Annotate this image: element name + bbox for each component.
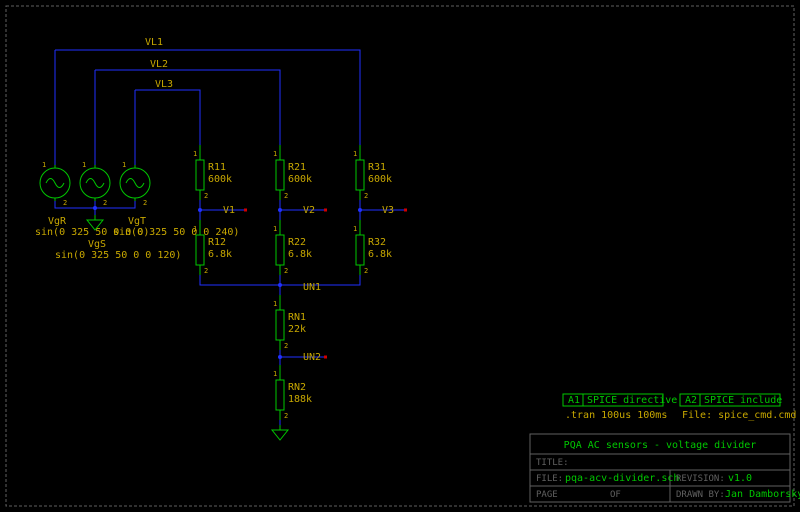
resistor-name: RN1 — [288, 312, 306, 323]
svg-text:1: 1 — [42, 161, 46, 169]
spice-A1: A1 SPICE directive .tran 100us 100ms — [563, 394, 677, 421]
resistor-value: 6.8k — [288, 249, 312, 260]
netlabel-UN1: UN1 — [303, 282, 321, 293]
resistor-R21: 1 2 R21600k — [273, 145, 312, 200]
drawnby-value: Jan Damborsky — [725, 489, 800, 500]
svg-text:A2: A2 — [685, 395, 697, 406]
svg-text:1: 1 — [273, 150, 277, 158]
file-label: TITLE: — [536, 458, 569, 468]
resistor-value: 600k — [208, 174, 232, 185]
resistor-value: 188k — [288, 394, 312, 405]
resistor-R22: 1 2 R226.8k — [273, 220, 312, 275]
resistor-name: R12 — [208, 237, 226, 248]
svg-text:OF: OF — [610, 490, 621, 500]
svg-text:1: 1 — [273, 225, 277, 233]
resistor-RN1: 1 2 RN122k — [273, 295, 306, 350]
nc-markers — [244, 209, 407, 359]
svg-text:2: 2 — [364, 192, 368, 200]
netlabel-V3: V3 — [382, 205, 394, 216]
resistor-name: R21 — [288, 162, 306, 173]
svg-text:1: 1 — [193, 150, 197, 158]
resistor-RN2: 1 2 RN2188k — [273, 365, 312, 420]
title-block: PQA AC sensors - voltage divider TITLE: … — [530, 434, 800, 502]
resistor-value: 600k — [288, 174, 312, 185]
title-text: PQA AC sensors - voltage divider — [564, 440, 757, 451]
resistor-name: R32 — [368, 237, 386, 248]
svg-text:2: 2 — [284, 267, 288, 275]
netlabel-UN2: UN2 — [303, 352, 321, 363]
revision-value: v1.0 — [728, 473, 752, 484]
resistor-name: R11 — [208, 162, 226, 173]
svg-text:1: 1 — [273, 370, 277, 378]
resistor-name: R31 — [368, 162, 386, 173]
resistor-R31: 1 2 R31600k — [353, 145, 392, 200]
vsource-name: VgS — [88, 239, 106, 250]
svg-text:SPICE directive: SPICE directive — [587, 395, 677, 406]
svg-text:File: spice_cmd.cmd: File: spice_cmd.cmd — [682, 410, 796, 421]
svg-text:1: 1 — [353, 225, 357, 233]
svg-text:2: 2 — [204, 267, 208, 275]
file-value: pqa-acv-divider.sch — [565, 473, 679, 484]
vsource-name: VgR — [48, 216, 67, 227]
svg-text:SPICE include: SPICE include — [704, 395, 782, 406]
resistor-R32: 1 2 R326.8k — [353, 220, 392, 275]
resistor-R11: 1 2 R11600k — [193, 145, 232, 200]
schematic-canvas: 12VgRsin(0 325 50 0 0 0)12VgSsin(0 325 5… — [0, 0, 800, 512]
resistor-value: 6.8k — [368, 249, 392, 260]
svg-text:2: 2 — [204, 192, 208, 200]
svg-text:FILE:: FILE: — [536, 474, 563, 484]
resistor-name: R22 — [288, 237, 306, 248]
svg-text:PAGE: PAGE — [536, 490, 558, 500]
svg-text:1: 1 — [273, 300, 277, 308]
resistor-value: 600k — [368, 174, 392, 185]
svg-text:1: 1 — [82, 161, 86, 169]
svg-text:1: 1 — [353, 150, 357, 158]
resistor-name: RN2 — [288, 382, 306, 393]
vsource-name: VgT — [128, 216, 146, 227]
svg-text:2: 2 — [103, 199, 107, 207]
vsource-param: sin(0 325 50 0 0 120) — [55, 250, 181, 261]
svg-text:A1: A1 — [568, 395, 580, 406]
net-labels: VL1 VL2 VL3 V1 V2 V3 UN1 UN2 — [145, 37, 394, 363]
spice-A2: A2 SPICE include File: spice_cmd.cmd — [680, 394, 796, 421]
svg-text:2: 2 — [284, 342, 288, 350]
spice-annotations: A1 SPICE directive .tran 100us 100ms A2 SPIC… — [563, 394, 796, 421]
svg-text:.tran 100us 100ms: .tran 100us 100ms — [565, 410, 667, 421]
netlabel-VL3: VL3 — [155, 79, 173, 90]
svg-text:2: 2 — [63, 199, 67, 207]
svg-text:1: 1 — [122, 161, 126, 169]
netlabel-VL1: VL1 — [145, 37, 163, 48]
resistor-value: 6.8k — [208, 249, 232, 260]
svg-text:2: 2 — [143, 199, 147, 207]
netlabel-VL2: VL2 — [150, 59, 168, 70]
svg-text:1: 1 — [193, 225, 197, 233]
netlabel-V1: V1 — [223, 205, 235, 216]
svg-text:DRAWN BY:: DRAWN BY: — [676, 490, 725, 500]
svg-text:2: 2 — [284, 412, 288, 420]
svg-text:2: 2 — [284, 192, 288, 200]
svg-text:REVISION:: REVISION: — [676, 474, 725, 484]
ground-symbol — [87, 215, 288, 440]
resistors: 12R11600k12R21600k12R31600k12R126.8k12R2… — [193, 145, 392, 420]
svg-text:2: 2 — [364, 267, 368, 275]
resistor-value: 22k — [288, 324, 306, 335]
netlabel-V2: V2 — [303, 205, 315, 216]
vsource-VgS: 1 2 VgSsin(0 325 50 0 0 120) — [55, 161, 181, 261]
